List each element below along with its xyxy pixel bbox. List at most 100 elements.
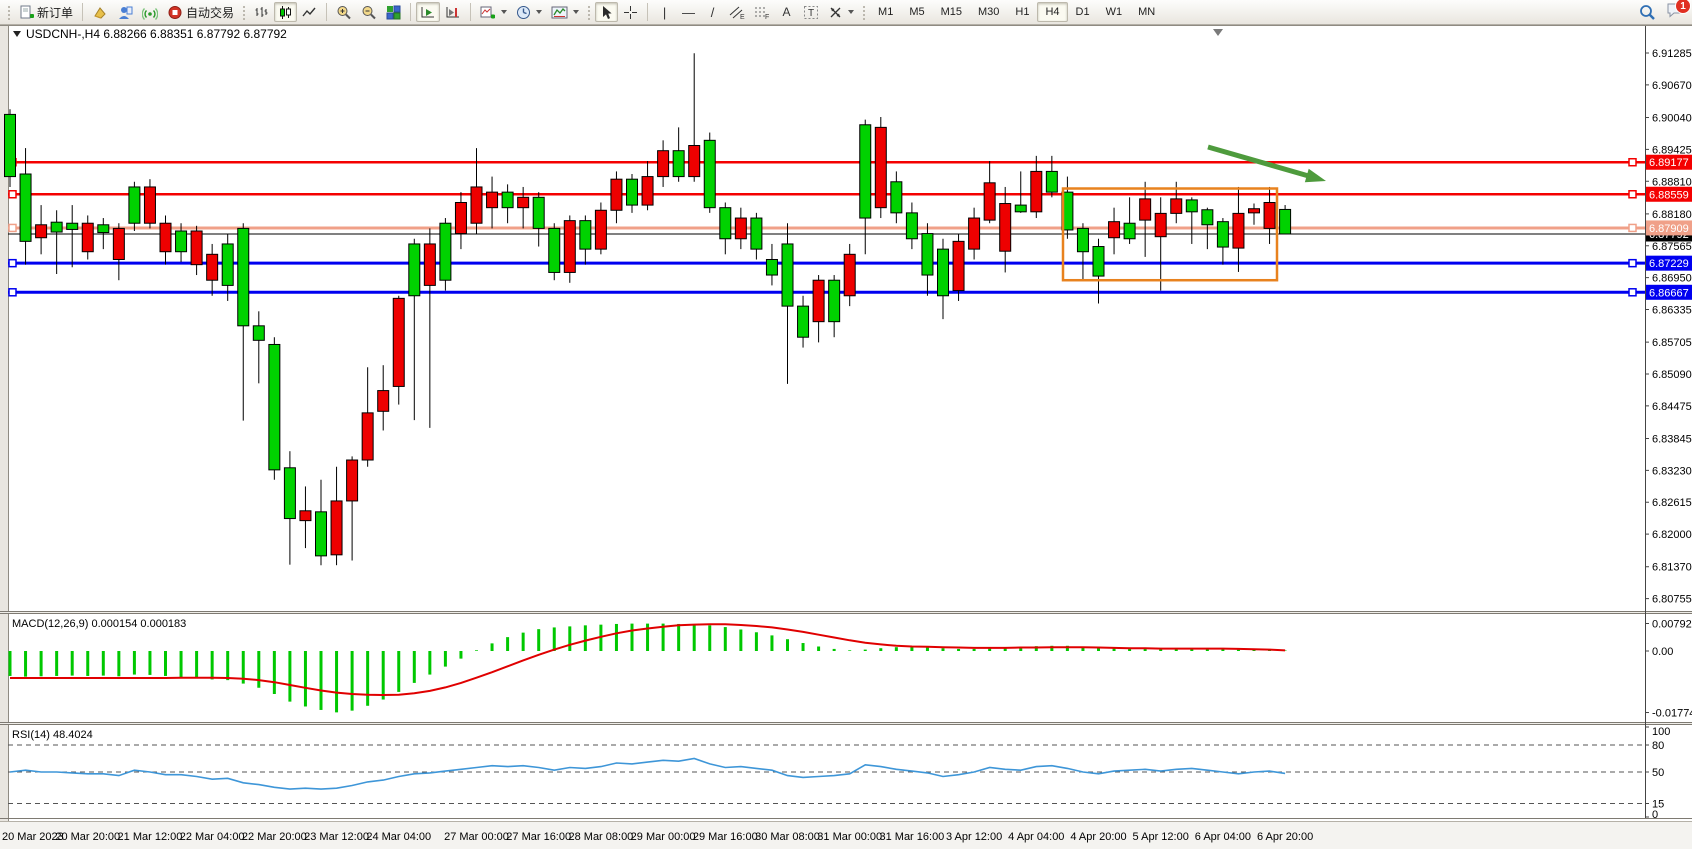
toolbar-grip[interactable]: [586, 4, 592, 20]
text-tool-button[interactable]: A: [775, 2, 798, 22]
signals-button[interactable]: [138, 2, 162, 22]
candle-body: [439, 222, 452, 281]
candle-body: [470, 186, 483, 224]
main-toolbar: 新订单 自动交易: [0, 0, 1692, 25]
hline-anchor[interactable]: [8, 190, 17, 199]
time-axis-label: 31 Mar 00:00: [817, 831, 882, 843]
line-chart-mode-button[interactable]: [298, 2, 321, 22]
timeframe-h4[interactable]: H4: [1037, 2, 1068, 22]
candle-body: [1185, 199, 1198, 213]
candle-body: [859, 124, 872, 219]
trend-arrow-line[interactable]: [1207, 144, 1314, 180]
candle-body: [330, 500, 343, 556]
timeframe-h1[interactable]: H1: [1015, 6, 1030, 18]
price-axis-label: 6.87565: [1652, 241, 1692, 253]
time-axis-label: 27 Mar 16:00: [506, 831, 571, 843]
hline-anchor[interactable]: [8, 258, 17, 268]
horizontal-line-tool-button[interactable]: —: [677, 2, 700, 22]
templates-button[interactable]: [547, 2, 583, 22]
hline-anchor[interactable]: [1628, 223, 1637, 233]
toolbar-grip[interactable]: [861, 4, 867, 20]
candle-body: [283, 467, 296, 520]
timeframe-m30[interactable]: M30: [978, 6, 1000, 18]
candle-body: [408, 243, 421, 297]
macd-signal-line: [10, 623, 1286, 697]
zoom-out-button[interactable]: [357, 2, 381, 22]
symbol-dropdown-icon[interactable]: [13, 31, 21, 37]
candle-body: [1263, 201, 1276, 229]
time-axis-label: 27 Mar 00:00: [444, 831, 509, 843]
community-button[interactable]: [113, 2, 137, 22]
toolbar-grip[interactable]: [6, 4, 11, 20]
candle-body: [828, 279, 841, 323]
text-label-icon: T: [804, 5, 819, 19]
indicators-button[interactable]: [476, 2, 511, 22]
time-axis-strip[interactable]: [0, 822, 1692, 849]
trend-arrow-head[interactable]: [1304, 168, 1326, 183]
bar-chart-mode-button[interactable]: [250, 2, 273, 22]
pane-splitter[interactable]: [0, 722, 1692, 725]
channel-tool-button[interactable]: E: [725, 2, 749, 22]
arrows-tool-button[interactable]: [824, 2, 858, 22]
timeframe-w1[interactable]: W1: [1105, 6, 1123, 18]
crosshair-tool-button[interactable]: [619, 2, 642, 22]
svg-text:F: F: [765, 14, 769, 20]
price-axis-label: 6.90040: [1652, 113, 1692, 125]
hline-anchor[interactable]: [1628, 288, 1637, 297]
hline-anchor[interactable]: [8, 288, 17, 297]
tile-windows-button[interactable]: [382, 2, 405, 22]
candle-body: [97, 224, 110, 234]
hline-price-badge: [1646, 255, 1692, 271]
chart-shift-button[interactable]: [441, 2, 465, 22]
price-axis-label: 6.86950: [1652, 273, 1692, 285]
hline-anchor[interactable]: [1628, 190, 1637, 199]
chart-shift-marker[interactable]: [1213, 29, 1223, 36]
time-axis-label: 4 Apr 04:00: [1008, 831, 1064, 843]
trendline-tool-button[interactable]: /: [701, 2, 724, 22]
timeframes-menu-button[interactable]: [512, 2, 546, 22]
candle-body: [563, 220, 576, 273]
candle-body: [486, 191, 499, 209]
candle-body: [361, 412, 374, 461]
time-axis-label: 24 Mar 04:00: [366, 831, 431, 843]
candle-body: [812, 279, 825, 323]
hline-anchor[interactable]: [8, 223, 17, 233]
pane-splitter[interactable]: [0, 611, 1692, 614]
cursor-tool-button[interactable]: [595, 2, 619, 22]
candle-body: [952, 240, 965, 292]
candle-body: [765, 258, 778, 276]
auto-trading-button[interactable]: 自动交易: [163, 2, 238, 22]
candle-body: [641, 176, 654, 206]
hline-price-badge-text: 6.87229: [1649, 258, 1689, 270]
candle-body: [968, 217, 981, 250]
timeframe-m1[interactable]: M1: [878, 6, 894, 18]
dropdown-arrow-icon: [573, 10, 580, 14]
text-label-tool-button[interactable]: T: [799, 2, 823, 22]
macd-axis-label: -0.017743: [1652, 708, 1692, 720]
timeframe-mn[interactable]: MN: [1138, 6, 1156, 18]
timeframe-m15[interactable]: M15: [940, 6, 962, 18]
fibonacci-tool-button[interactable]: F: [750, 2, 774, 22]
zoom-in-button[interactable]: [332, 2, 356, 22]
timeframe-m5[interactable]: M5: [909, 6, 925, 18]
toolbar-grip[interactable]: [241, 4, 247, 20]
new-order-label: 新订单: [37, 5, 74, 20]
hline-anchor[interactable]: [1628, 157, 1637, 167]
rsi-axis-label: 100: [1652, 726, 1670, 738]
hline-anchor[interactable]: [1628, 258, 1637, 268]
quotes-button[interactable]: [88, 2, 112, 22]
search-icon[interactable]: [1639, 4, 1656, 21]
timeframe-d1[interactable]: D1: [1075, 6, 1090, 18]
candle-body: [517, 196, 530, 209]
zoom-out-icon: [362, 5, 376, 19]
new-order-button[interactable]: 新订单: [15, 2, 77, 22]
vertical-line-tool-button[interactable]: |: [653, 2, 676, 22]
notifications-button[interactable]: 1: [1666, 0, 1691, 23]
candle-body: [1170, 198, 1183, 214]
auto-scroll-button[interactable]: [416, 2, 441, 22]
candle-chart-mode-button[interactable]: [274, 2, 298, 22]
consolidation-rectangle[interactable]: [1061, 187, 1279, 282]
price-axis-label: 6.82000: [1652, 529, 1692, 541]
